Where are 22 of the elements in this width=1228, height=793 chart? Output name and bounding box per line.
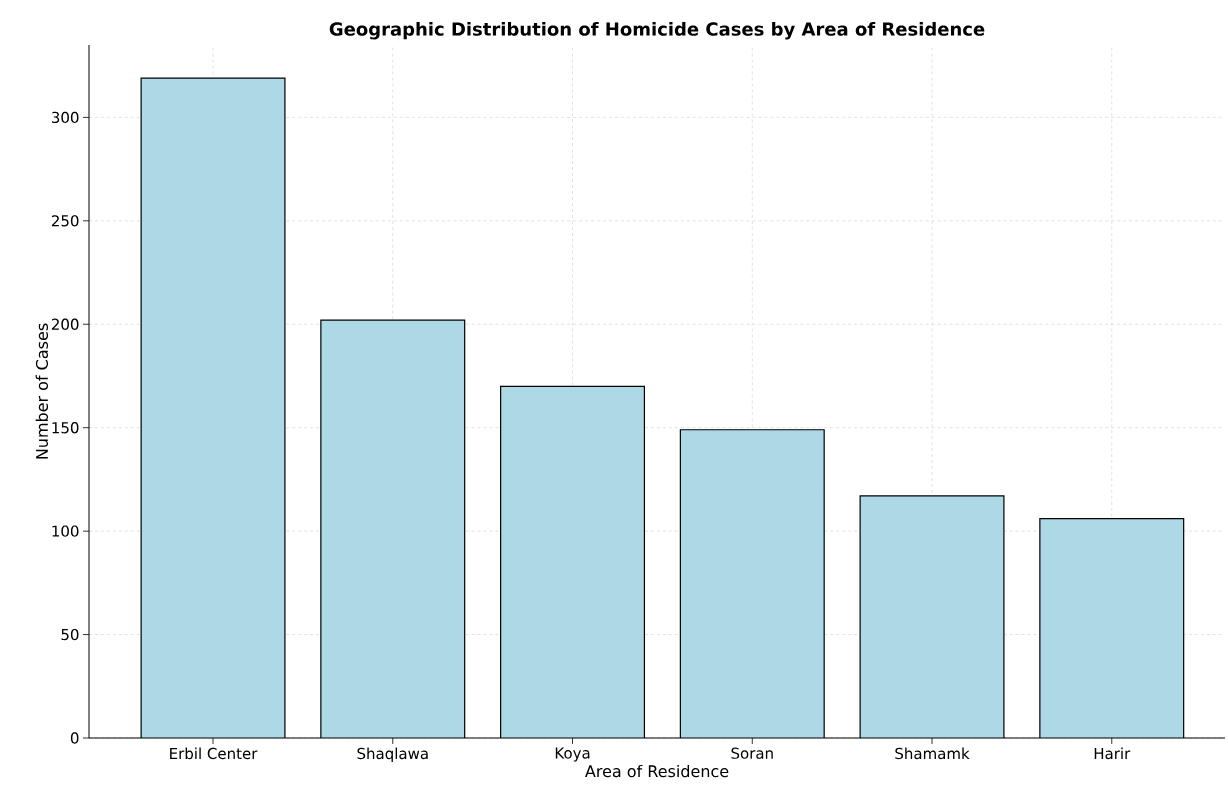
x-tick-label: Erbil Center (170, 747, 258, 760)
x-tick-label: Shamamk (895, 747, 970, 760)
bar (500, 386, 645, 738)
bar (141, 78, 285, 738)
x-tick-label: Koya (555, 747, 590, 762)
x-tick-label: Soran (731, 747, 773, 759)
y-tick-label: 0 (70, 732, 79, 744)
x-tick-label: Shaqlawa (357, 747, 428, 763)
y-tick-label: 200 (51, 318, 79, 330)
bar (680, 429, 825, 738)
y-tick-label: 100 (52, 525, 79, 537)
x-tick-label: Harir (1094, 747, 1131, 760)
bar (860, 495, 1004, 738)
bar (1039, 518, 1185, 738)
y-axis-title: Number of Cases (35, 323, 49, 459)
y-tick-label: 50 (61, 628, 79, 641)
bar (320, 320, 465, 738)
y-tick-label: 300 (51, 111, 79, 124)
y-tick-label: 250 (51, 215, 79, 227)
chart-title: Geographic Distribution of Homicide Cases by Area of Residence (329, 21, 985, 40)
y-tick-label: 150 (52, 422, 79, 434)
x-axis-title: Area of Residence (585, 764, 729, 778)
